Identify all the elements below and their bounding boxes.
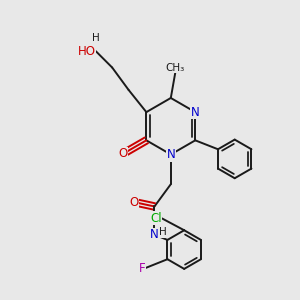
Text: H: H	[92, 33, 100, 43]
Text: O: O	[129, 196, 138, 208]
Text: Cl: Cl	[150, 212, 162, 225]
Text: O: O	[118, 147, 128, 160]
Text: N: N	[191, 106, 200, 118]
Text: F: F	[139, 262, 145, 275]
Text: H: H	[159, 227, 167, 237]
Text: N: N	[167, 148, 175, 161]
Text: CH₃: CH₃	[166, 63, 185, 73]
Text: N: N	[150, 228, 159, 241]
Text: HO: HO	[78, 45, 96, 58]
